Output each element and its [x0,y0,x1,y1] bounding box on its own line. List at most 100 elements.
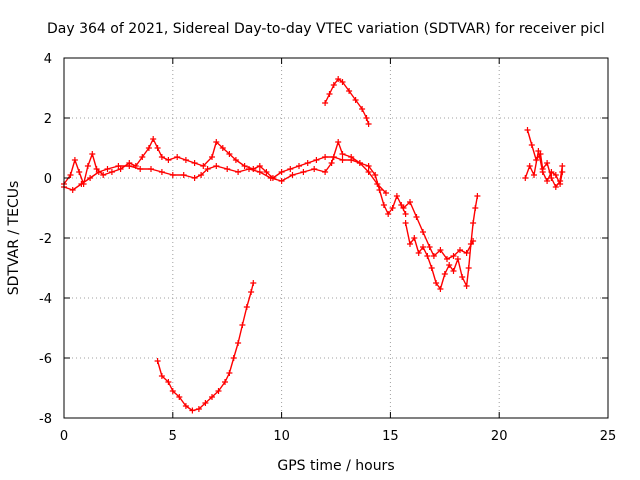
chart-title: Day 364 of 2021, Sidereal Day-to-day VTE… [47,21,605,37]
data-point [539,169,546,175]
data-point [169,388,176,394]
data-point [535,148,542,154]
data-point [256,169,263,175]
data-point [335,139,342,145]
data-point [322,100,329,106]
data-point [76,169,83,175]
data-point [383,190,389,196]
data-point [256,163,263,169]
series-line [404,195,479,290]
data-point [304,160,311,166]
data-point [526,163,533,169]
data-point [352,97,359,103]
data-point [300,169,307,175]
data-point [459,274,466,280]
data-point [557,181,564,187]
data-point [402,211,409,217]
data-point [474,193,481,199]
data-point [465,265,472,271]
data-point [209,394,215,400]
data-point [158,373,165,379]
data-point [150,136,157,142]
x-tick-label: 0 [60,429,68,444]
data-point [544,160,551,166]
data-point [69,187,76,193]
data-point [78,181,85,187]
x-tick-label: 10 [273,429,290,444]
data-point [209,154,215,160]
series-line [524,150,563,185]
data-point [420,229,426,235]
data-point [415,250,422,256]
data-point [372,172,379,178]
data-point [374,181,381,187]
data-point [296,163,302,169]
data-point [322,169,329,175]
data-point [108,169,115,175]
data-point [548,169,555,175]
data-point [267,175,274,181]
data-point [365,169,372,175]
data-point [380,202,387,208]
y-tick-label: -6 [39,352,52,367]
data-point [158,154,165,160]
data-point [470,238,477,244]
data-point [326,91,333,97]
data-point [552,172,559,178]
data-point [437,286,444,292]
x-tick-labels: 0 5 10 15 20 25 [60,429,616,444]
data-point [463,250,470,256]
data-point [322,154,329,160]
data-point [365,163,372,169]
data-point [226,151,233,157]
data-point [339,79,346,85]
data-point [213,163,220,169]
data-point [407,199,413,205]
data-point [528,142,535,148]
data-point [169,172,176,178]
data-point [263,169,270,175]
axis-ticks [63,57,609,419]
series-track-e [402,193,481,292]
data-point [365,121,372,127]
data-point [176,394,183,400]
data-point [470,220,477,226]
data-point [165,379,172,385]
data-point [180,172,187,178]
data-point [87,175,94,181]
y-axis-label: SDTVAR / TECUs [6,181,22,296]
data-point [339,151,346,157]
data-point [278,178,285,184]
data-point [189,407,196,414]
data-point [457,247,463,253]
data-point [213,139,220,145]
data-point [450,268,457,274]
x-tick-label: 5 [169,429,177,444]
data-point [139,154,146,160]
data-point [195,406,202,412]
data-point [248,289,255,295]
data-point [246,166,252,172]
data-point [84,163,91,169]
data-point [148,166,154,172]
data-point [356,160,363,166]
data-point [100,172,107,178]
data-point [215,388,222,394]
data-point [531,172,537,178]
data-point [104,166,111,172]
data-point [241,163,248,169]
data-point [363,115,370,121]
x-axis-label: GPS time / hours [277,458,394,474]
data-point [548,175,555,181]
data-point [424,253,431,259]
data-point [389,205,396,211]
data-point [522,175,529,181]
y-tick-label: -4 [39,292,52,307]
data-point [158,169,165,175]
data-point [402,220,409,226]
data-point [154,145,161,151]
plot-series [61,76,566,414]
series-track-a [61,136,409,217]
data-point [346,88,353,94]
data-point [472,205,479,211]
